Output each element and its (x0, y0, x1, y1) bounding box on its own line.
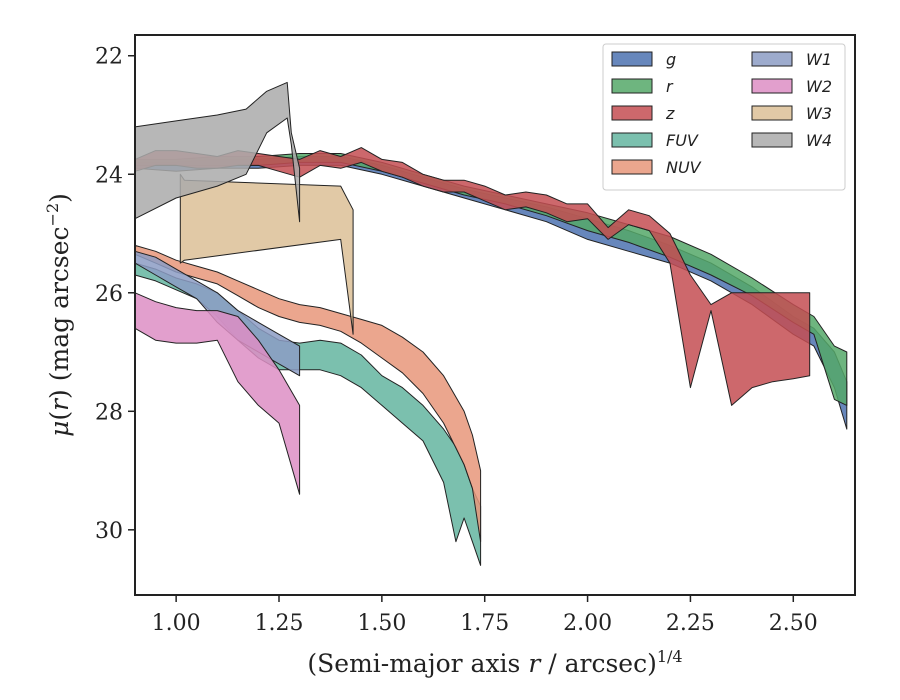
band-nuv (134, 244, 482, 543)
legend: grz FUV NUV W1 W2 W3 W4 (602, 43, 846, 191)
x-tick-label: 2.00 (563, 611, 612, 636)
x-tick-label: 2.50 (769, 611, 818, 636)
x-tick-label: 1.50 (357, 611, 406, 636)
legend-swatch-r (611, 78, 653, 94)
legend-label-fuv: FUV (666, 131, 699, 150)
legend-label-r: r (666, 77, 674, 96)
legend-swatch-g (611, 51, 653, 67)
legend-swatch-nuv (611, 159, 653, 175)
legend-swatch-w3 (751, 105, 793, 121)
plot-frame (134, 34, 856, 596)
x-tick-label: 1.00 (152, 611, 201, 636)
legend-label-w1: W1 (806, 50, 832, 69)
x-axis-title: (Semi-major axis r / arcsec)1/4 (307, 647, 682, 678)
y-tick-label: 24 (95, 163, 123, 188)
x-tick-label: 1.25 (255, 611, 304, 636)
band-w2 (134, 292, 301, 495)
band-w4 (134, 81, 301, 223)
legend-swatch-w4 (751, 132, 793, 148)
legend-label-w2: W2 (806, 77, 832, 96)
y-tick-label: 26 (95, 282, 123, 307)
x-tick-label: 1.75 (460, 611, 509, 636)
legend-label-nuv: NUV (666, 158, 702, 177)
y-tick-label: 28 (95, 400, 123, 425)
legend-label-w3: W3 (806, 104, 832, 123)
y-axis-title: μ(r) (mag arcsec−2) (43, 193, 74, 437)
y-tick-label: 22 (95, 45, 123, 70)
legend-swatch-w1 (751, 51, 793, 67)
bands-layer (134, 81, 848, 566)
y-tick-label: 30 (95, 519, 123, 544)
legend-swatch-z (611, 105, 653, 121)
y-axis: 22 24 26 28 30 (95, 45, 135, 544)
x-tick-label: 2.25 (666, 611, 715, 636)
legend-label-g: g (666, 50, 676, 69)
legend-label-z: z (665, 104, 675, 123)
band-w3 (179, 173, 354, 335)
x-axis: 1.00 1.25 1.50 1.75 2.00 2.25 2.50 (152, 595, 818, 636)
band-z (134, 147, 811, 406)
legend-swatch-w2 (751, 78, 793, 94)
legend-label-w4: W4 (806, 131, 832, 150)
legend-swatch-fuv (611, 132, 653, 148)
